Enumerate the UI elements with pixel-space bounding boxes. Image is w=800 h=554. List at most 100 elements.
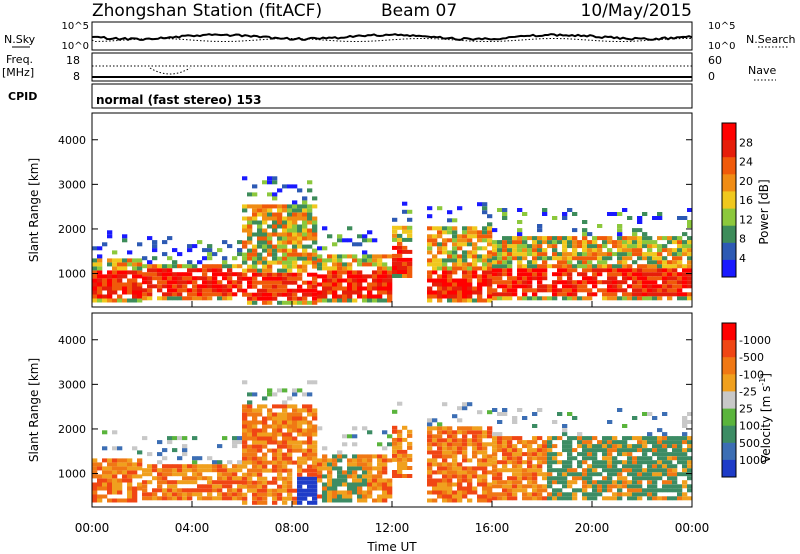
power-cell: [257, 224, 263, 229]
velocity-cell: [542, 484, 548, 489]
velocity-cell: [557, 480, 563, 485]
power-cell: [177, 264, 183, 269]
power-cell: [207, 244, 213, 249]
power-cell: [222, 292, 228, 297]
velocity-cell: [282, 456, 288, 461]
velocity-cell: [467, 458, 473, 463]
power-cell: [262, 264, 268, 269]
power-cell: [132, 266, 138, 271]
power-cell: [337, 274, 343, 279]
power-cell: [117, 262, 123, 267]
velocity-cell: [507, 452, 513, 457]
velocity-cell: [162, 476, 168, 481]
power-cell: [647, 248, 653, 253]
power-cell: [557, 276, 563, 281]
power-cell: [192, 280, 198, 285]
power-cell: [242, 224, 248, 229]
velocity-cell: [582, 476, 588, 481]
power-cell: [442, 266, 448, 271]
velocity-cell: [502, 440, 508, 445]
velocity-cell: [487, 498, 493, 503]
velocity-cell: [667, 456, 673, 461]
power-cell: [337, 294, 343, 299]
power-cell: [557, 272, 563, 277]
power-cell: [347, 290, 353, 295]
velocity-cell: [502, 436, 508, 441]
power-cell: [242, 272, 248, 277]
power-cell: [442, 246, 448, 251]
power-cell: [297, 272, 303, 277]
power-cell: [617, 288, 623, 293]
velocity-cell: [462, 470, 468, 475]
velocity-cell: [362, 466, 368, 471]
velocity-cell: [507, 440, 513, 445]
velocity-cell: [227, 460, 233, 465]
power-cell: [462, 278, 468, 283]
velocity-cell: [97, 498, 103, 503]
power-cell: [572, 236, 578, 241]
colorbar-swatch: [722, 357, 736, 375]
velocity-cell: [652, 480, 658, 485]
velocity-cell: [607, 476, 613, 481]
velocity-cell: [162, 448, 168, 453]
power-cell: [347, 266, 353, 271]
velocity-cell: [207, 456, 213, 461]
velocity-cell: [427, 450, 433, 455]
power-cell: [287, 288, 293, 293]
velocity-cell: [642, 492, 648, 497]
power-cell: [567, 244, 573, 249]
power-cell: [427, 286, 433, 291]
power-cell: [297, 264, 303, 269]
velocity-cell: [357, 494, 363, 499]
power-cell: [322, 262, 328, 267]
power-cell: [687, 252, 693, 257]
velocity-cell: [637, 492, 643, 497]
velocity-cell: [177, 480, 183, 485]
velocity-cell: [327, 458, 333, 463]
velocity-cell: [152, 476, 158, 481]
power-cell: [502, 292, 508, 297]
power-cell: [197, 276, 203, 281]
power-cell: [257, 212, 263, 217]
power-cell: [487, 214, 493, 219]
velocity-cell: [292, 500, 298, 505]
power-cell: [507, 252, 513, 257]
velocity-cell: [92, 498, 98, 503]
power-cell: [147, 276, 153, 281]
velocity-cell: [267, 432, 273, 437]
velocity-cell: [217, 476, 223, 481]
velocity-cell: [247, 432, 253, 437]
power-cell: [297, 288, 303, 293]
velocity-cell: [402, 437, 408, 442]
velocity-cell: [562, 440, 568, 445]
velocity-cell: [627, 468, 633, 473]
power-cell: [262, 244, 268, 249]
velocity-cell: [392, 437, 398, 442]
velocity-cell: [672, 452, 678, 457]
power-cell: [517, 248, 523, 253]
velocity-cell: [322, 498, 328, 503]
velocity-cell: [582, 480, 588, 485]
velocity-cell: [637, 496, 643, 501]
power-cell: [607, 248, 613, 253]
velocity-cell: [162, 468, 168, 473]
velocity-cell: [287, 484, 293, 489]
power-cell: [257, 244, 263, 249]
power-cell: [247, 292, 253, 297]
velocity-cell: [462, 402, 468, 407]
velocity-cell: [632, 492, 638, 497]
power-cell: [282, 232, 288, 237]
power-cell: [667, 236, 673, 241]
velocity-cell: [557, 492, 563, 497]
power-cell: [672, 240, 678, 245]
power-cell: [642, 268, 648, 273]
power-cell: [252, 268, 258, 273]
velocity-cell: [167, 440, 173, 445]
velocity-cell: [227, 488, 233, 493]
power-cell: [382, 290, 388, 295]
power-cell: [267, 180, 273, 185]
velocity-cell: [192, 460, 198, 465]
power-cell: [112, 290, 118, 295]
power-cell: [472, 258, 478, 263]
power-cell: [387, 294, 393, 299]
